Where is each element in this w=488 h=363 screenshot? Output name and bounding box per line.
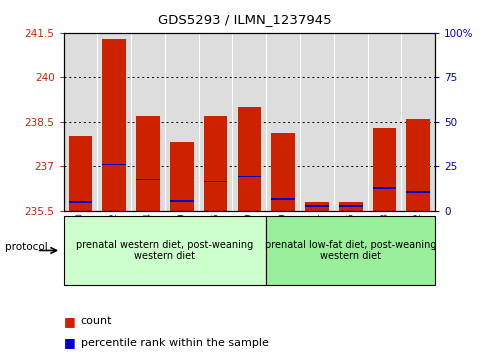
Bar [266,33,300,211]
Bar [338,201,362,211]
Bar [271,198,294,200]
Bar [401,33,434,211]
Bar [237,176,261,178]
Bar [406,191,429,193]
Bar [372,127,396,211]
Text: count: count [81,316,112,326]
Bar [367,33,401,211]
Bar [338,205,362,207]
Text: ■: ■ [63,315,75,328]
Bar [232,33,266,211]
Bar [300,33,333,211]
Bar [406,119,429,211]
Bar [305,205,328,207]
Bar [97,33,131,211]
Bar [136,116,160,211]
Bar [102,38,126,211]
Text: prenatal western diet, post-weaning
western diet: prenatal western diet, post-weaning west… [76,240,253,261]
Bar [170,142,193,211]
Bar [237,107,261,211]
Bar [164,33,198,211]
Bar [102,164,126,166]
Bar [203,181,227,182]
Bar [136,179,160,180]
Bar [198,33,232,211]
Bar [305,201,328,211]
Text: GDS5293 / ILMN_1237945: GDS5293 / ILMN_1237945 [157,13,331,26]
Bar [131,33,164,211]
Text: percentile rank within the sample: percentile rank within the sample [81,338,268,348]
Bar [68,136,92,211]
Text: prenatal low-fat diet, post-weaning
western diet: prenatal low-fat diet, post-weaning west… [264,240,436,261]
Bar [372,187,396,189]
Bar [170,200,193,202]
Bar [271,134,294,211]
Bar [63,33,97,211]
Text: protocol: protocol [5,242,47,252]
Bar [333,33,367,211]
Bar [203,116,227,211]
Text: ■: ■ [63,337,75,350]
Bar [68,201,92,203]
